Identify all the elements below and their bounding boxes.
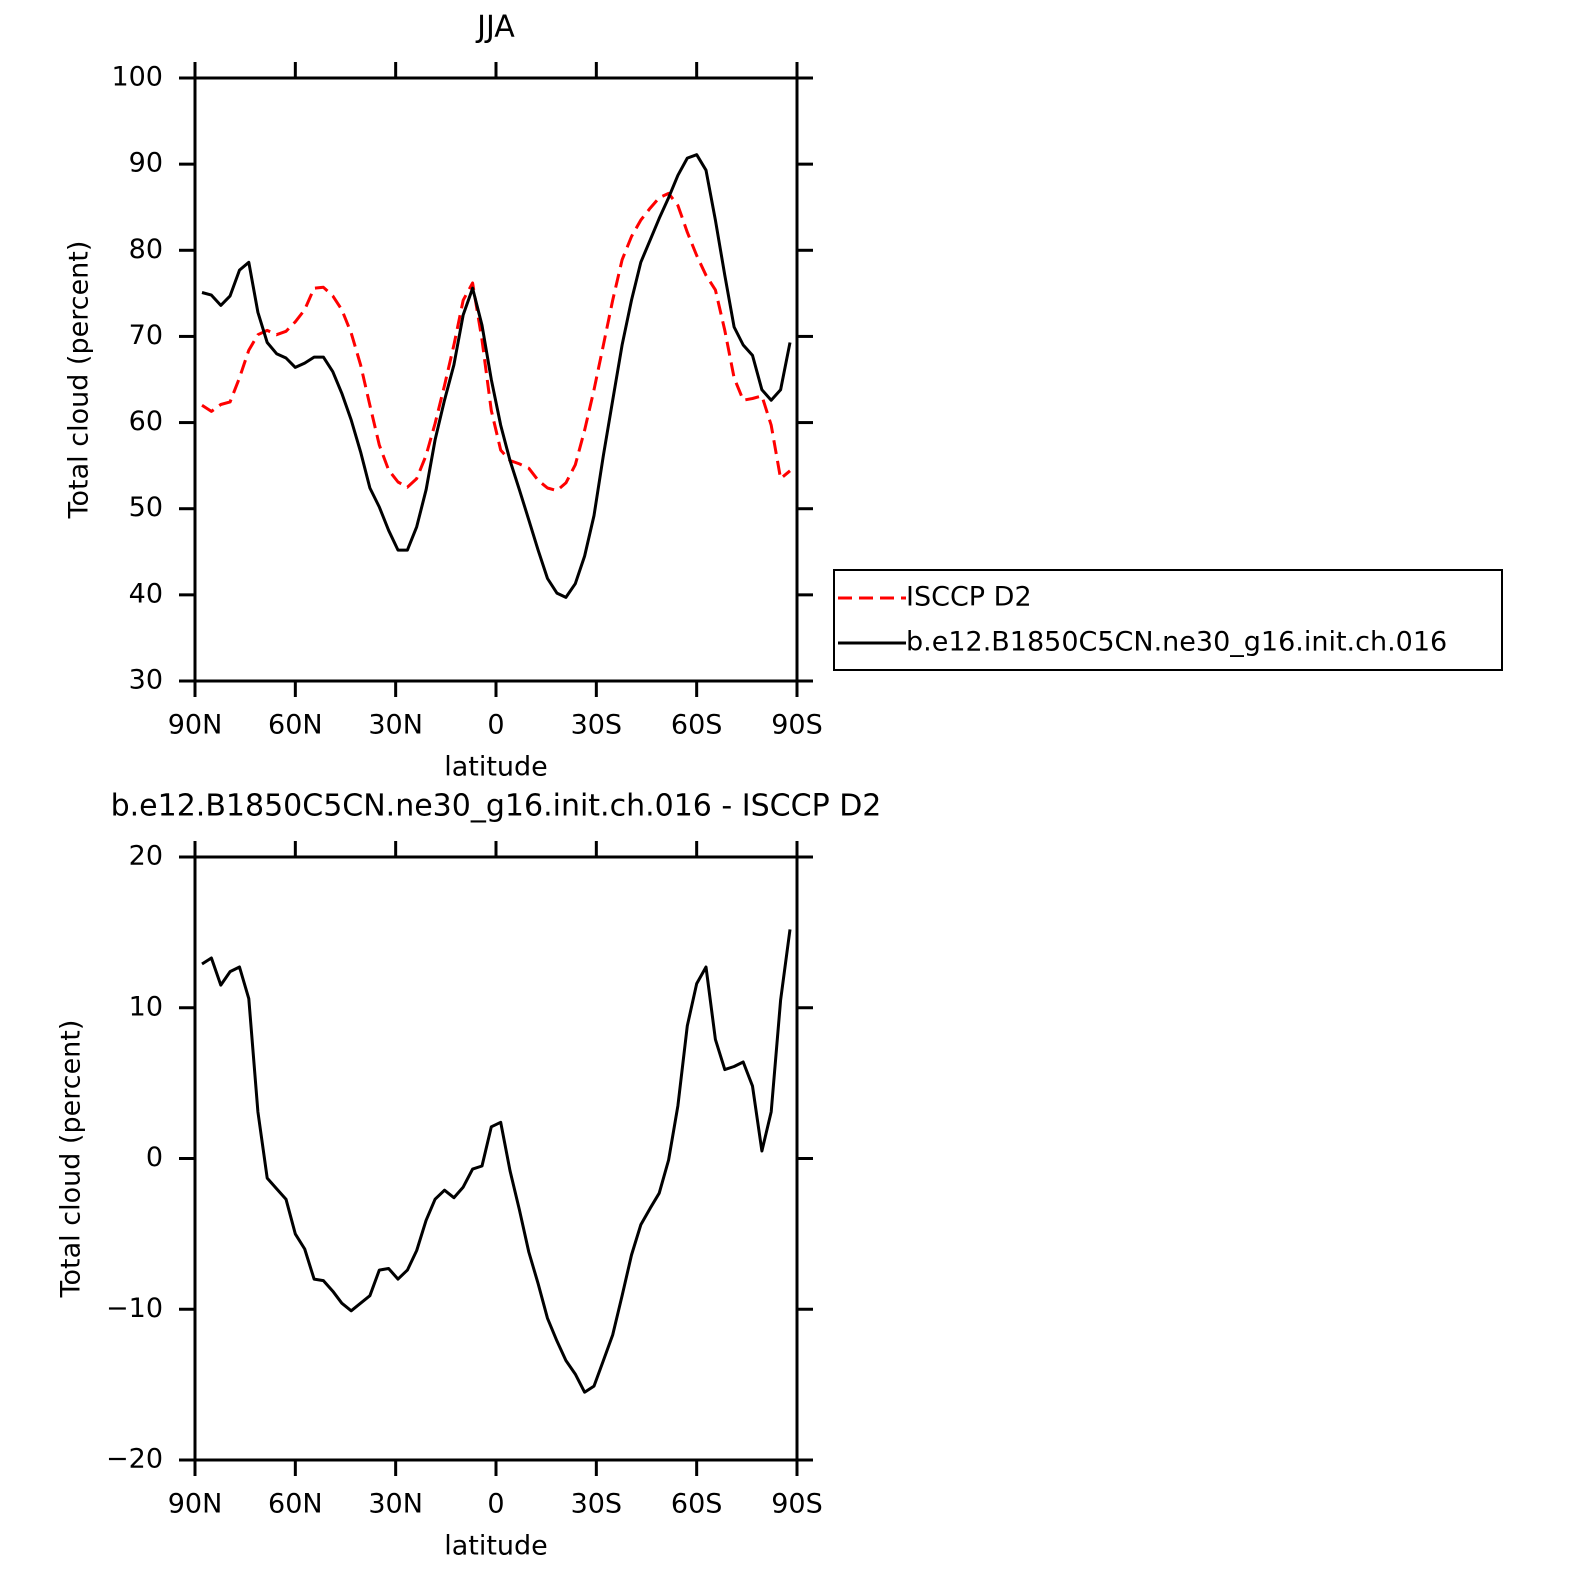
chart-title: b.e12.B1850C5CN.ne30_g16.init.ch.016 - I… bbox=[111, 789, 882, 824]
y-tick-label: 90 bbox=[129, 148, 163, 179]
y-tick-label: 20 bbox=[129, 841, 163, 872]
y-axis-label: Total cloud (percent) bbox=[64, 241, 95, 520]
x-tick-label: 60N bbox=[268, 1489, 323, 1520]
x-tick-label: 90S bbox=[771, 710, 823, 741]
y-tick-label: 50 bbox=[129, 492, 163, 523]
x-tick-label: 0 bbox=[487, 1489, 504, 1520]
data-line bbox=[201, 191, 791, 493]
x-tick-label: 30S bbox=[571, 710, 623, 741]
x-tick-label: 0 bbox=[487, 710, 504, 741]
y-tick-label: 80 bbox=[129, 234, 163, 265]
x-tick-label: 90N bbox=[168, 710, 223, 741]
y-tick-label: 0 bbox=[146, 1142, 163, 1173]
data-line bbox=[201, 929, 792, 1394]
chart-title: JJA bbox=[475, 10, 515, 45]
y-tick-label: −10 bbox=[106, 1293, 163, 1324]
y-tick-label: 10 bbox=[129, 991, 163, 1022]
y-tick-label: 30 bbox=[129, 665, 163, 696]
x-tick-label: 60S bbox=[671, 1489, 723, 1520]
legend-box bbox=[833, 569, 1503, 671]
y-tick-label: 70 bbox=[129, 320, 163, 351]
x-tick-label: 90S bbox=[771, 1489, 823, 1520]
x-tick-label: 90N bbox=[168, 1489, 223, 1520]
legend-label: b.e12.B1850C5CN.ne30_g16.init.ch.016 bbox=[906, 627, 1447, 658]
y-tick-label: 40 bbox=[129, 578, 163, 609]
legend-label: ISCCP D2 bbox=[906, 582, 1032, 613]
x-axis-label: latitude bbox=[444, 1531, 548, 1562]
data-line bbox=[201, 153, 792, 599]
x-tick-label: 30N bbox=[368, 710, 423, 741]
x-tick-label: 60N bbox=[268, 710, 323, 741]
x-tick-label: 60S bbox=[671, 710, 723, 741]
x-tick-label: 30N bbox=[368, 1489, 423, 1520]
y-tick-label: −20 bbox=[106, 1444, 163, 1475]
y-axis-label: Total cloud (percent) bbox=[56, 1020, 87, 1299]
x-tick-label: 30S bbox=[571, 1489, 623, 1520]
y-tick-label: 100 bbox=[111, 62, 163, 93]
x-axis-label: latitude bbox=[444, 752, 548, 783]
y-tick-label: 60 bbox=[129, 406, 163, 437]
